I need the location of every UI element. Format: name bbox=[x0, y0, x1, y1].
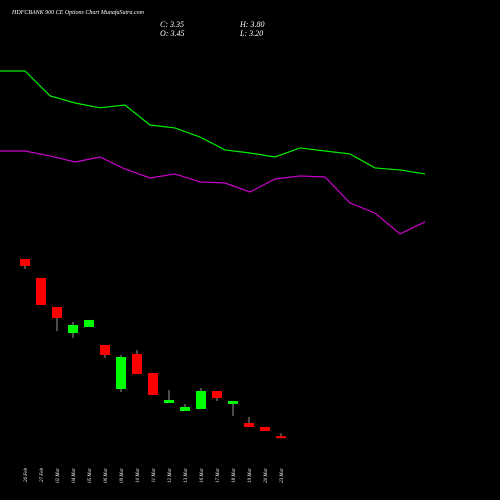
x-tick-label: 10 Mar bbox=[136, 468, 141, 483]
candle-body bbox=[68, 325, 78, 333]
candle-body bbox=[20, 259, 30, 266]
candle-body bbox=[116, 357, 126, 389]
candle-body bbox=[52, 307, 62, 318]
x-tick-label: 19 Mar bbox=[248, 468, 253, 483]
candle-body bbox=[132, 353, 142, 374]
candle-body bbox=[260, 427, 270, 431]
x-tick-label: 18 Mar bbox=[232, 468, 237, 483]
candle-body bbox=[36, 277, 46, 305]
x-tick-label: 26 Feb bbox=[24, 468, 29, 483]
x-tick-label: 17 Mar bbox=[216, 468, 221, 483]
x-tick-label: 09 Mar bbox=[120, 468, 125, 483]
ohlc-label: H: 3.80 bbox=[239, 20, 264, 29]
x-tick-label: 16 Mar bbox=[200, 468, 205, 483]
x-tick-label: 23 Mar bbox=[280, 468, 285, 483]
chart-title: HDFCBANK 900 CE Options Chart MunafaSutr… bbox=[11, 9, 145, 16]
candle-body bbox=[100, 345, 110, 355]
candle-body bbox=[148, 373, 158, 395]
x-tick-label: 20 Mar bbox=[264, 468, 269, 483]
x-tick-label: 13 Mar bbox=[184, 468, 189, 483]
candle-body bbox=[228, 401, 238, 404]
ohlc-label: C: 3.35 bbox=[160, 20, 184, 29]
ohlc-label: L: 3.20 bbox=[239, 29, 263, 38]
x-tick-label: 12 Mar bbox=[168, 468, 173, 483]
indicator-line bbox=[0, 70, 426, 175]
candle-body bbox=[276, 436, 286, 439]
x-tick-label: 11 Mar bbox=[152, 468, 157, 483]
indicator-line bbox=[0, 150, 426, 235]
candle-body bbox=[196, 391, 206, 409]
candle-body bbox=[244, 423, 254, 427]
x-tick-label: 04 Mar bbox=[72, 468, 77, 483]
candle-body bbox=[84, 319, 94, 327]
x-tick-label: 05 Mar bbox=[88, 468, 93, 483]
ohlc-label: O: 3.45 bbox=[160, 29, 184, 38]
x-tick-label: 27 Feb bbox=[40, 468, 45, 483]
candle-body bbox=[212, 391, 222, 398]
candle-body bbox=[164, 399, 174, 403]
x-tick-label: 06 Mar bbox=[104, 468, 109, 483]
x-tick-label: 02 Mar bbox=[56, 468, 61, 483]
candle-body bbox=[180, 407, 190, 411]
